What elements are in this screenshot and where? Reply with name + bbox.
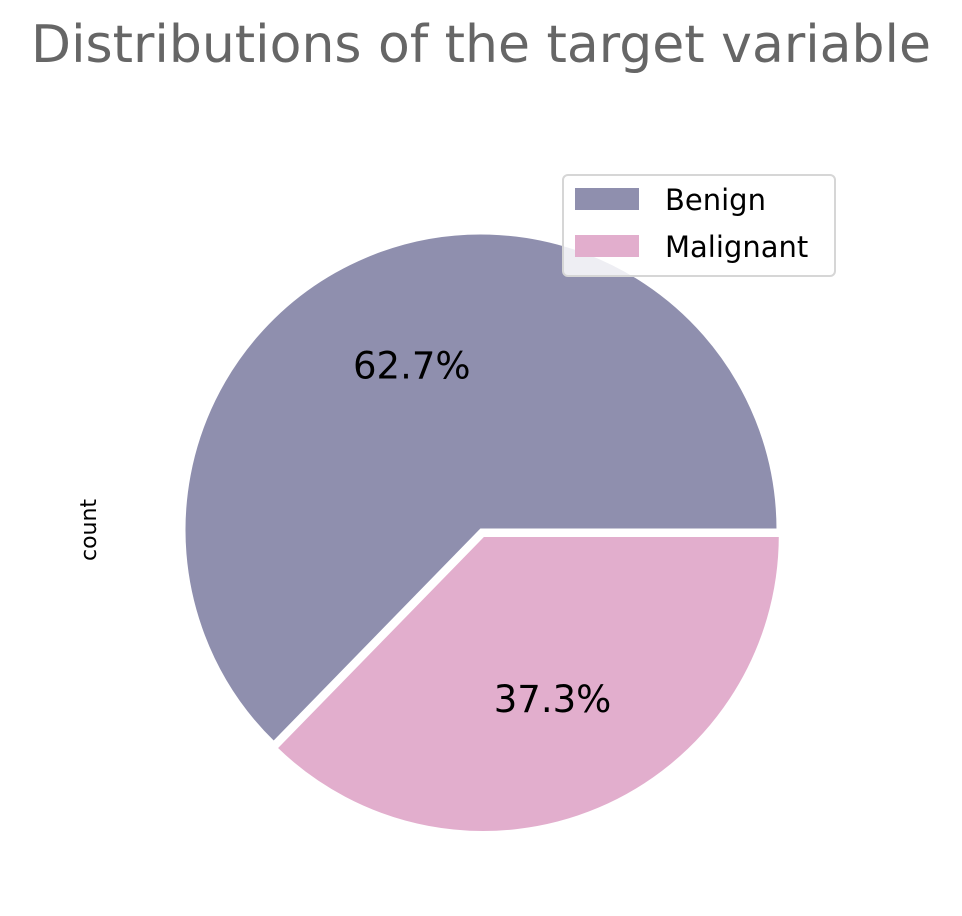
pie-slice-malignant xyxy=(273,533,782,834)
legend-label-malignant: Malignant xyxy=(665,230,808,264)
legend-label-benign: Benign xyxy=(665,183,766,217)
pie-slice-benign xyxy=(182,231,780,745)
pie-percent-labels: 62.7% 37.3% xyxy=(353,344,611,721)
legend: Benign Malignant xyxy=(562,174,836,277)
pie-percent-label-benign: 62.7% xyxy=(353,344,471,387)
legend-swatch-malignant xyxy=(575,235,639,257)
chart-title: Distributions of the target variable xyxy=(31,15,931,75)
pie-percent-label-malignant: 37.3% xyxy=(494,678,612,721)
y-axis-label: count xyxy=(77,499,102,561)
legend-swatch-benign xyxy=(575,188,639,210)
pie-slices xyxy=(182,231,782,834)
